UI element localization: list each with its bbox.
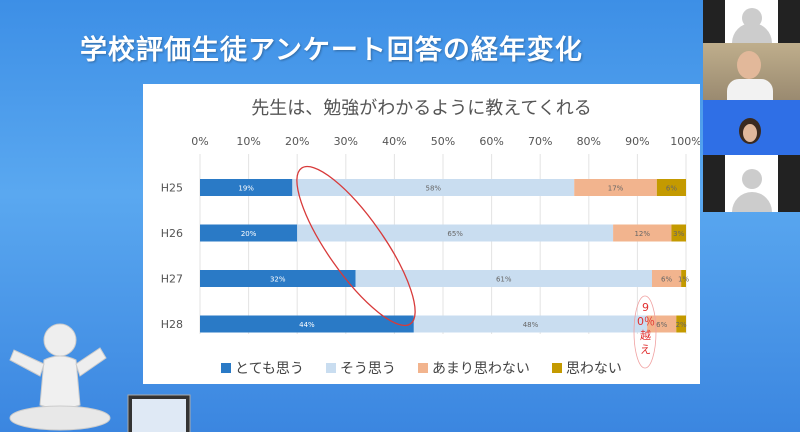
highlight-ellipse-annotation — [296, 165, 416, 327]
data-label: 2% — [676, 321, 687, 329]
x-tick-label: 0% — [191, 135, 208, 148]
category-label: H28 — [161, 318, 183, 331]
bar-segment — [200, 224, 298, 242]
avatar-icon — [741, 169, 762, 189]
data-label: 65% — [447, 230, 463, 238]
legend: とても思う そう思う あまり思わない 思わない — [143, 358, 700, 378]
legend-swatch — [221, 363, 232, 373]
bar-segment — [671, 224, 686, 242]
legend-swatch — [417, 363, 428, 373]
x-tick-label: 20% — [285, 135, 309, 148]
data-label: 1% — [678, 276, 689, 284]
participant-video-tile[interactable] — [703, 100, 800, 155]
bar-segment — [681, 270, 686, 287]
chart-panel: 先生は、勉強がわかるように教えてくれる 0% 10% 20% 30% 40% 50% 60%… — [143, 84, 700, 384]
legend-item: あまり思わない — [417, 358, 530, 378]
legend-label: そう思う — [339, 361, 396, 377]
legend-swatch — [325, 363, 336, 373]
bar-segment — [676, 315, 686, 333]
chart-title: 先生は、勉強がわかるように教えてくれる — [251, 98, 592, 119]
data-label: 20% — [241, 230, 257, 238]
bar-segment — [200, 270, 356, 287]
data-label: 44% — [299, 321, 315, 329]
data-label: 48% — [523, 321, 539, 329]
legend-label: とても思う — [235, 361, 304, 377]
legend-item: そう思う — [325, 358, 396, 378]
data-label: 12% — [634, 230, 650, 238]
bar-segment — [355, 270, 652, 287]
bar-segment — [292, 179, 575, 196]
data-label: 6% — [656, 321, 667, 329]
x-tick-label: 90% — [625, 135, 649, 148]
data-label: 3% — [673, 230, 684, 238]
annotation-text: 90％越え — [637, 301, 655, 356]
bar-segment — [574, 179, 657, 196]
data-label: 32% — [270, 276, 286, 284]
bar-segment — [651, 270, 682, 287]
data-label: 6% — [666, 185, 677, 193]
mascot-figure-illustration — [9, 323, 191, 432]
stacked-bar-chart: 0% 10% 20% 30% 40% 50% 60% 70% 80% 90% 100% H25 19% 5… — [161, 135, 700, 369]
participant-video-tile[interactable] — [703, 43, 800, 100]
category-label: H26 — [161, 227, 183, 240]
x-tick-label: 60% — [479, 135, 503, 148]
bar-segment — [656, 179, 686, 196]
legend-item: 思わない — [551, 358, 622, 378]
x-tick-label: 40% — [382, 135, 406, 148]
participant-tile[interactable] — [703, 155, 800, 212]
data-label: 6% — [661, 276, 672, 284]
data-label: 19% — [238, 185, 254, 193]
bar-segment — [647, 315, 677, 333]
annotation-ellipse — [633, 295, 657, 369]
x-tick-label: 50% — [431, 135, 455, 148]
legend-swatch — [551, 363, 562, 373]
category-label: H25 — [161, 182, 183, 195]
x-tick-label: 70% — [528, 135, 552, 148]
x-tick-label: 30% — [334, 135, 358, 148]
bar-segment — [200, 315, 414, 333]
bar-segment — [613, 224, 672, 242]
data-label: 61% — [496, 276, 512, 284]
data-label: 58% — [425, 185, 441, 193]
legend-label: 思わない — [565, 361, 622, 377]
data-label: 17% — [608, 185, 624, 193]
legend-item: とても思う — [221, 358, 304, 378]
bar-segment — [297, 224, 614, 242]
x-tick-label: 100% — [670, 135, 700, 148]
video-participants-panel — [703, 0, 800, 212]
x-tick-label: 80% — [577, 135, 601, 148]
slide-title: 学校評価生徒アンケート回答の経年変化 — [80, 35, 583, 66]
participant-tile[interactable] — [703, 0, 800, 43]
x-tick-label: 10% — [236, 135, 260, 148]
bar-segment — [413, 315, 648, 333]
legend-label: あまり思わない — [431, 361, 530, 377]
bar-segment — [200, 179, 293, 196]
category-label: H27 — [161, 273, 183, 286]
